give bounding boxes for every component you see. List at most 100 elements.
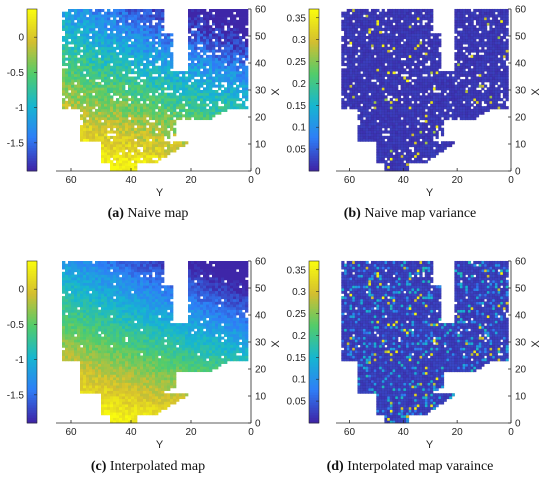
heatmap-cell [143, 157, 147, 161]
heatmap-cell [131, 111, 135, 115]
heatmap-cell [83, 127, 87, 131]
heatmap-cell [65, 71, 69, 75]
heatmap-cell [140, 135, 144, 139]
heatmap-cell [185, 103, 189, 107]
heatmap-cell [101, 146, 105, 150]
heatmap-cell [173, 111, 177, 115]
heatmap-cell [236, 57, 240, 61]
heatmap-cell [161, 81, 165, 85]
heatmap-cell [212, 54, 216, 58]
heatmap-cell [86, 68, 90, 72]
heatmap-cell [227, 63, 231, 67]
heatmap-cell [146, 46, 150, 50]
heatmap-cell [80, 38, 84, 42]
heatmap-cell [149, 141, 153, 145]
heatmap-cell [77, 100, 81, 104]
heatmap-cell [80, 36, 84, 40]
heatmap-cell [86, 46, 90, 50]
heatmap-cell [128, 25, 132, 29]
heatmap-cell [221, 79, 225, 83]
heatmap-cell [239, 65, 243, 69]
heatmap-cell [149, 22, 153, 26]
heatmap-cell [167, 135, 171, 139]
heatmap-cell [83, 73, 87, 77]
heatmap-cell [113, 122, 117, 126]
heatmap-cell [101, 149, 105, 153]
heatmap-cell [116, 68, 120, 72]
heatmap-cell [113, 108, 117, 112]
heatmap-cell [95, 108, 99, 112]
heatmap-cell [161, 60, 165, 64]
heatmap-cell [200, 19, 204, 23]
heatmap-cell [203, 30, 207, 34]
heatmap-cell [221, 57, 225, 61]
heatmap-cell [197, 68, 201, 72]
heatmap-cell [140, 114, 144, 118]
heatmap-cell [179, 98, 183, 102]
heatmap-cell [143, 41, 147, 45]
heatmap-cell [83, 100, 87, 104]
heatmap-cell [149, 19, 153, 23]
colorbar-segment [27, 107, 37, 111]
heatmap-cell [143, 130, 147, 134]
heatmap-cell [116, 144, 120, 148]
heatmap-cell [206, 54, 210, 58]
heatmap-cell [104, 11, 108, 15]
heatmap-cell [167, 63, 171, 67]
heatmap-cell [200, 25, 204, 29]
heatmap-cell [116, 122, 120, 126]
heatmap-cell [176, 79, 180, 83]
heatmap-cell [110, 38, 114, 42]
heatmap-cell [83, 133, 87, 137]
heatmap-cell [200, 11, 204, 15]
heatmap-cell [92, 84, 96, 88]
heatmap-cell [215, 54, 219, 58]
heatmap-cell [197, 63, 201, 67]
heatmap-cell [128, 60, 132, 64]
heatmap-cell [155, 81, 159, 85]
heatmap-cell [101, 90, 105, 94]
heatmap-cell [101, 79, 105, 83]
heatmap-cell [224, 100, 228, 104]
heatmap-cell [107, 19, 111, 23]
heatmap-cell [191, 108, 195, 112]
heatmap-cell [152, 68, 156, 72]
heatmap-cell [206, 76, 210, 80]
heatmap-cell [242, 90, 246, 94]
heatmap-cell [212, 33, 216, 37]
heatmap-cell [185, 98, 189, 102]
heatmap-cell [152, 125, 156, 129]
heatmap-cell [212, 36, 216, 40]
heatmap-cell [152, 144, 156, 148]
heatmap-cell [98, 19, 102, 23]
heatmap-cell [149, 41, 153, 45]
colorbar-segment [27, 153, 37, 157]
heatmap-cell [161, 14, 165, 18]
heatmap-cell [65, 11, 69, 15]
heatmap-cell [158, 41, 162, 45]
heatmap-cell [161, 119, 165, 123]
heatmap-cell [77, 103, 81, 107]
heatmap-cell [203, 44, 207, 48]
heatmap-cell [140, 119, 144, 123]
heatmap-cell [71, 9, 75, 13]
heatmap-cell [98, 9, 102, 13]
heatmap-cell [143, 84, 147, 88]
heatmap-cell [206, 41, 210, 45]
heatmap-cell [230, 19, 234, 23]
heatmap-cell [185, 84, 189, 88]
heatmap-cell [83, 117, 87, 121]
heatmap-cell [191, 71, 195, 75]
heatmap-cell [107, 90, 111, 94]
heatmap-cell [101, 44, 105, 48]
heatmap-cell [167, 84, 171, 88]
y-tick-label: 10 [255, 140, 267, 151]
heatmap-cell [185, 114, 189, 118]
heatmap-cell [197, 79, 201, 83]
heatmap-cell [233, 17, 237, 21]
heatmap-cell [71, 95, 75, 99]
heatmap-cell [143, 54, 147, 58]
heatmap-cell [185, 92, 189, 96]
heatmap-cell [80, 60, 84, 64]
heatmap-cell [200, 60, 204, 64]
